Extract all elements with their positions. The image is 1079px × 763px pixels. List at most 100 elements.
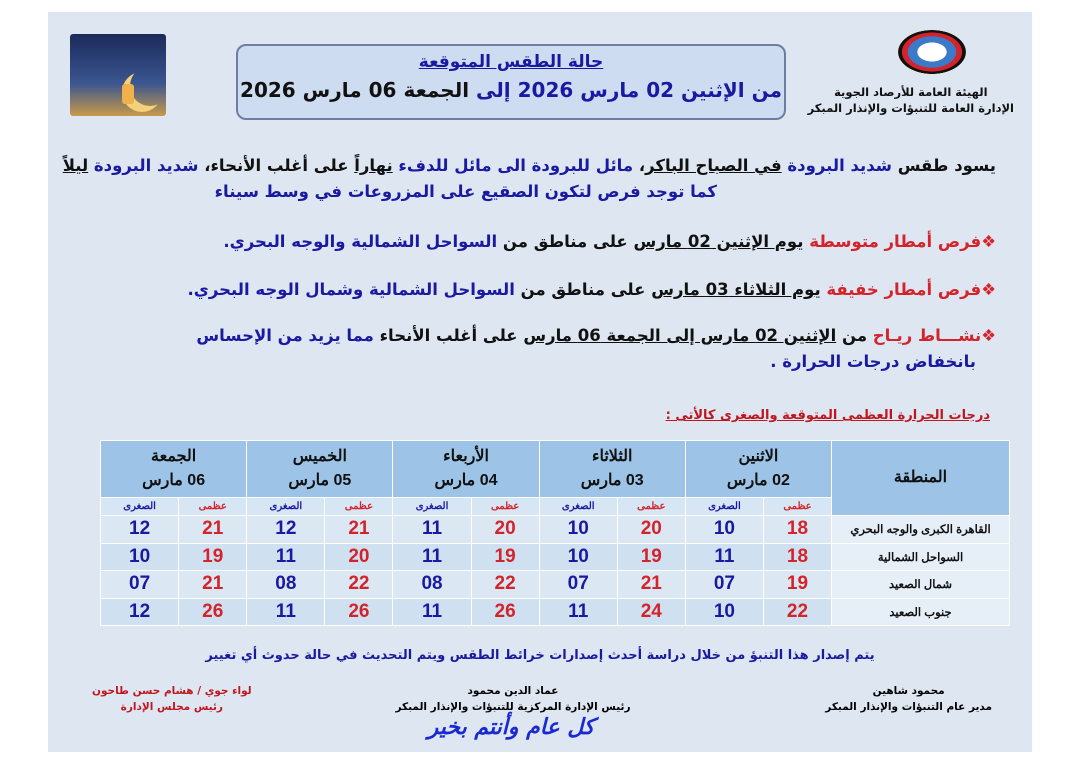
min-temp: 11	[684, 542, 765, 571]
table-row: جنوب الصعيد 22 10 24 11 26 11 26 11 26 12	[99, 597, 1010, 626]
text-segment: في الصباح الباكر	[645, 156, 782, 175]
day-header: الأربعاء 04 مارس	[392, 440, 540, 498]
max-temp: 19	[178, 542, 248, 571]
text-segment: مائل للبرودة الى مائل للدفء	[392, 156, 634, 175]
day-header: الاثنين 02 مارس	[684, 440, 833, 498]
day-name: الثلاثاء	[591, 448, 633, 465]
text-segment: بانخفاض درجات الحرارة .	[770, 352, 976, 371]
max-temp: 26	[470, 597, 540, 626]
max-temp: 21	[178, 570, 248, 599]
text-segment: ❖	[981, 232, 996, 251]
text-segment: كما توجد فرص لتكون الصقيع على المزروعات …	[214, 182, 717, 201]
day-header: الجمعة 06 مارس	[99, 440, 248, 498]
forecast-period: من الإثنين 02 مارس 2026 إلى الجمعة 06 ما…	[238, 78, 784, 102]
table-row: شمال الصعيد 19 07 21 07 22 08 22 08 21 07	[99, 570, 1010, 599]
max-temp: 21	[324, 515, 394, 544]
signature-title: رئيس مجلس الإدارة	[120, 701, 223, 713]
period-from: من الإثنين 02 مارس 2026	[517, 78, 782, 102]
max-temp: 22	[324, 570, 394, 599]
text-segment: شديد البرودة	[88, 156, 199, 175]
min-temp: 11	[246, 542, 326, 571]
bullet-wind: ❖نشـــاط ريـاح من الإثنين 02 مارس إلى ال…	[196, 324, 996, 348]
min-label: الصغرى	[99, 497, 180, 516]
max-temp: 19	[470, 542, 540, 571]
signature-name: عماد الدين محمود	[467, 685, 559, 697]
temperature-table: المنطقة الاثنين 02 مارس الثلاثاء 03 مارس الأ…	[99, 440, 1010, 626]
max-temp: 20	[470, 515, 540, 544]
text-segment: ❖	[981, 326, 996, 345]
min-temp: 11	[538, 597, 618, 626]
region-name: القاهرة الكبرى والوجه البحري	[831, 515, 1010, 544]
day-date: 05 مارس	[288, 472, 352, 489]
bullet-wind-cont: بانخفاض درجات الحرارة .	[770, 350, 976, 374]
bullet-rain-monday: ❖فرص أمطار متوسطة يوم الإثنين 02 مارس عل…	[223, 230, 996, 254]
max-temp: 19	[616, 542, 686, 571]
max-temp: 18	[763, 542, 832, 571]
max-temp: 26	[324, 597, 394, 626]
text-segment: على أغلب الأنحاء،	[198, 156, 355, 175]
min-temp: 12	[246, 515, 326, 544]
table-row: القاهرة الكبرى والوجه البحري 18 10 20 10 20 11…	[99, 515, 1010, 544]
text-segment: مما يزيد من الإحساس	[196, 326, 374, 345]
day-date: 02 مارس	[726, 472, 790, 489]
min-temp: 08	[246, 570, 326, 599]
period-to-word: إلى	[476, 78, 511, 102]
text-segment: ليلاً	[62, 156, 89, 175]
min-temp: 12	[99, 515, 180, 544]
min-label: الصغرى	[538, 497, 618, 516]
summary-line-1: يسود طقس شديد البرودة في الصباح الباكر، …	[63, 154, 996, 178]
text-segment: على أغلب الأنحاء	[373, 326, 524, 345]
min-temp: 08	[392, 570, 472, 599]
day-header: الخميس 05 مارس	[246, 440, 394, 498]
min-temp: 12	[99, 597, 180, 626]
text-segment: ،	[633, 156, 646, 175]
text-segment: ❖	[981, 280, 996, 299]
text-segment: فرص أمطار متوسطة	[803, 232, 982, 251]
max-temp: 24	[616, 597, 686, 626]
max-temp: 19	[763, 570, 832, 599]
min-temp: 11	[392, 597, 472, 626]
table-row: السواحل الشمالية 18 11 19 10 19 11 20 11 19 10	[99, 542, 1010, 571]
text-segment: الإثنين 02 مارس إلى الجمعة 06 مارس	[523, 326, 837, 345]
signature-title: مدير عام التنبؤات والإنذار المبكر	[825, 701, 992, 713]
disclaimer-note: يتم إصدار هذا التنبؤ من خلال دراسة أحدث …	[205, 648, 875, 663]
max-temp: 21	[178, 515, 248, 544]
day-name: الأربعاء	[443, 448, 489, 465]
organization-name: الهيئة العامة للأرصاد الجوية الإدارة الع…	[808, 84, 1014, 116]
text-segment: على مناطق من	[514, 280, 652, 299]
text-segment: يوم الثلاثاء 03 مارس	[651, 280, 821, 299]
day-date: 06 مارس	[142, 472, 206, 489]
greeting: كل عام وأنتم بخير	[427, 714, 595, 740]
max-temp: 26	[178, 597, 248, 626]
bullet-rain-tuesday: ❖فرص أمطار خفيفة يوم الثلاثاء 03 مارس عل…	[188, 278, 996, 302]
max-label: عظمى	[470, 497, 540, 516]
text-segment: السواحل الشمالية والوجه البحري.	[223, 232, 498, 251]
region-name: شمال الصعيد	[831, 570, 1010, 599]
day-date: 04 مارس	[434, 472, 498, 489]
text-segment: على مناطق من	[497, 232, 634, 251]
text-segment: السواحل الشمالية وشمال الوجه البحري.	[187, 280, 515, 299]
temperatures-title: درجات الحرارة العظمى المتوقعة والصغرى كا…	[665, 408, 990, 423]
min-temp: 10	[684, 597, 765, 626]
text-segment: نهاراً	[354, 156, 393, 175]
text-segment: فرص أمطار خفيفة	[820, 280, 982, 299]
summary-line-2: كما توجد فرص لتكون الصقيع على المزروعات …	[215, 180, 717, 204]
text-segment: يوم الإثنين 02 مارس	[633, 232, 804, 251]
max-label: عظمى	[178, 497, 248, 516]
forecast-document: حالة الطقس المتوقعة من الإثنين 02 مارس 2…	[48, 12, 1032, 752]
text-segment: شديد البرودة	[781, 156, 892, 175]
max-temp: 20	[324, 542, 394, 571]
min-temp: 10	[99, 542, 180, 571]
max-temp: 22	[763, 597, 832, 626]
min-temp: 07	[99, 570, 180, 599]
min-label: الصغرى	[246, 497, 326, 516]
max-label: عظمى	[324, 497, 394, 516]
org-line-1: الهيئة العامة للأرصاد الجوية	[834, 85, 988, 99]
period-to: الجمعة 06 مارس 2026	[240, 78, 470, 102]
min-temp: 10	[684, 515, 765, 544]
min-temp: 11	[392, 542, 472, 571]
region-name: جنوب الصعيد	[831, 597, 1010, 626]
min-temp: 11	[246, 597, 326, 626]
min-temp: 07	[684, 570, 765, 599]
day-date: 03 مارس	[580, 472, 644, 489]
